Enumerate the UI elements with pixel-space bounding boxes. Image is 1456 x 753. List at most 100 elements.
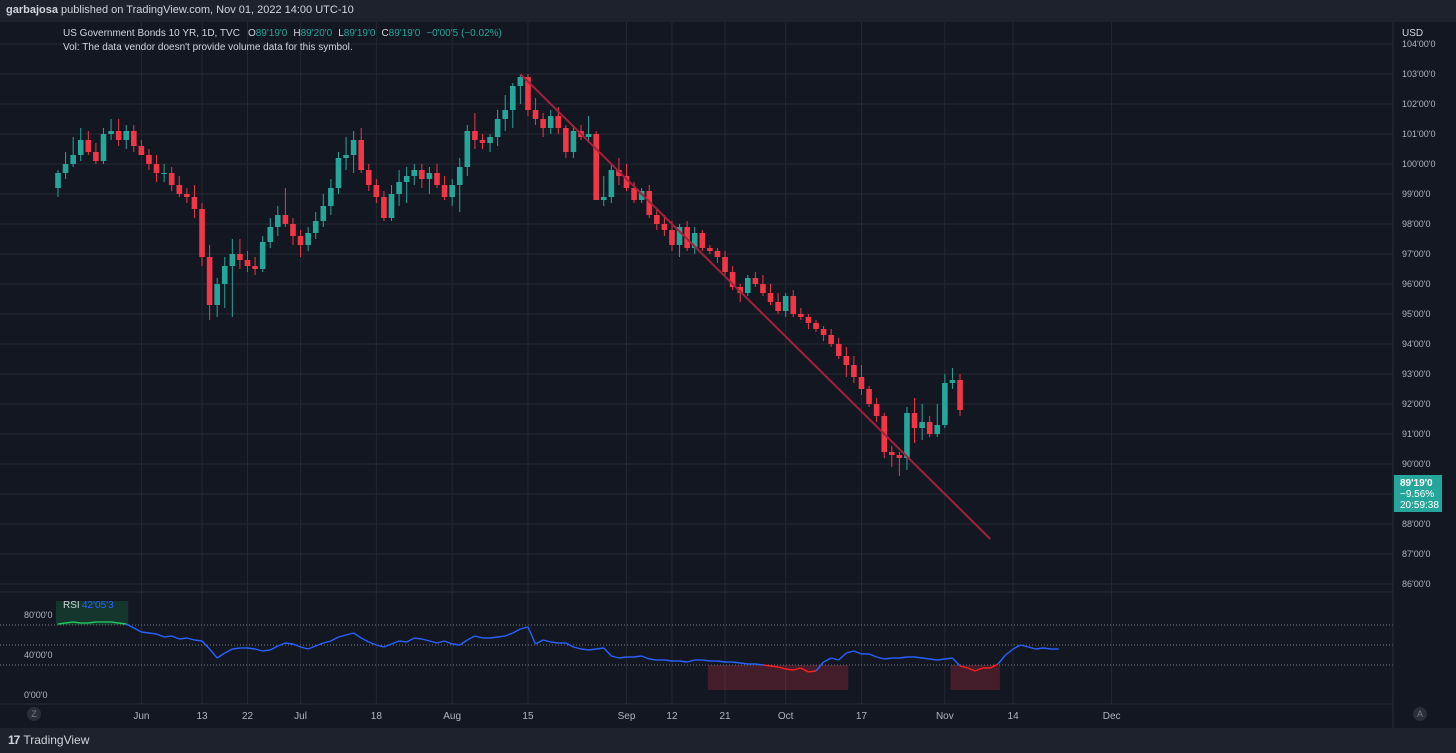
rsi-line-segment [171, 635, 180, 640]
candle-body [312, 221, 319, 233]
candle [479, 134, 486, 149]
rsi-line-segment [633, 655, 642, 658]
candle-body [699, 233, 706, 248]
candle-body [722, 257, 728, 272]
tradingview-mark-icon: 17 [8, 733, 20, 747]
last-price-badge: 89'19'0 −9.56% 20:59:38 [1394, 475, 1442, 512]
candle [282, 188, 289, 227]
candle [904, 407, 910, 470]
rsi-line-segment [330, 636, 339, 642]
candle-body [168, 173, 175, 185]
candle [335, 152, 342, 194]
candle-body [737, 287, 743, 293]
candle [585, 116, 592, 143]
chart-frame: 86'00'087'00'088'00'089'00'090'00'091'00… [0, 22, 1456, 728]
tradingview-logo[interactable]: 17 TradingView [8, 733, 89, 747]
candle [873, 398, 880, 422]
rsi-line-segment [436, 640, 445, 644]
candle [252, 257, 258, 275]
candle-body [464, 131, 471, 167]
candle [312, 212, 319, 239]
time-tick-label: Nov [936, 711, 954, 722]
price-tick-label: 101'00'0 [1402, 129, 1435, 139]
candle [290, 218, 296, 245]
rsi-line-segment [641, 655, 650, 660]
high-value: 89'20'0 [301, 28, 333, 39]
candle [813, 320, 819, 332]
candle [221, 257, 228, 308]
candle [699, 230, 706, 251]
scale-button-a[interactable]: A [1413, 707, 1427, 721]
rsi-line-segment [740, 662, 748, 665]
candle-body [244, 260, 251, 266]
candle-body [820, 329, 827, 335]
candle [70, 137, 76, 167]
rsi-line-segment [853, 650, 862, 655]
candle-body [911, 413, 918, 428]
candle [752, 272, 759, 287]
volume-note: Vol: The data vendor doesn't provide vol… [63, 42, 353, 53]
candle-body [608, 170, 615, 197]
author-name[interactable]: garbajosa [6, 4, 58, 16]
candle [775, 293, 781, 314]
rsi-line-segment [1020, 644, 1029, 648]
candle [191, 185, 198, 218]
rsi-tick-label: 40'00'0 [24, 650, 52, 660]
candle [934, 404, 941, 437]
rsi-line-segment [345, 632, 354, 636]
candle [798, 308, 804, 320]
candle [502, 95, 509, 131]
candle-body [494, 119, 501, 137]
candle-body [282, 215, 289, 224]
candle-body [616, 170, 622, 176]
candle-body [441, 185, 448, 197]
symbol-title[interactable]: US Government Bonds 10 YR, 1D, TVC [63, 28, 240, 39]
price-tick-label: 88'00'0 [1402, 519, 1430, 529]
scale-button-z[interactable]: Z [27, 707, 41, 721]
rsi-title[interactable]: RSI [63, 600, 80, 611]
candle-body [221, 266, 228, 284]
chart-canvas[interactable]: 86'00'087'00'088'00'089'00'090'00'091'00… [0, 22, 1456, 728]
candle [244, 251, 251, 272]
bar-countdown: 20:59:38 [1400, 500, 1439, 511]
rsi-axis[interactable]: 0'00'0 40'00'0 80'00'0 [24, 610, 52, 700]
rsi-line-segment [179, 637, 187, 640]
rsi-line-segment [444, 640, 453, 645]
rsi-line-segment [391, 640, 400, 645]
candle-body [729, 272, 736, 287]
candle-body [646, 191, 653, 215]
rsi-line-segment [838, 652, 847, 661]
rsi-line-segment [254, 648, 263, 652]
candle-body [434, 173, 440, 185]
candle-body [805, 317, 812, 323]
rsi-line-segment [702, 659, 710, 662]
time-tick-label: Sep [618, 711, 636, 722]
time-axis[interactable]: Jun 13 22 Jul 18 Aug 15 Sep 12 21 Oct 17 Nov 14 Dec [133, 711, 1120, 722]
rsi-line-segment [565, 642, 574, 648]
price-axis[interactable]: 86'00'087'00'088'00'089'00'090'00'091'00… [1402, 39, 1435, 589]
candle-body [305, 233, 311, 245]
candle-body [669, 230, 675, 245]
candle-body [919, 422, 925, 428]
rsi-line-segment [118, 622, 127, 625]
candle-body [676, 227, 683, 245]
rsi-value: 42'05'3 [82, 600, 114, 611]
rsi-line-segment [466, 635, 476, 641]
candle [547, 110, 554, 134]
candle-body [184, 194, 190, 197]
rsi-line-segment [504, 632, 514, 637]
rsi-line-segment [315, 642, 324, 647]
rsi-line-segment [368, 641, 377, 646]
rsi-line-segment [990, 663, 999, 669]
last-price-badge-bg [1394, 475, 1442, 512]
candle [199, 203, 205, 266]
candle [744, 275, 751, 296]
candle-body [419, 170, 425, 179]
candle [343, 137, 349, 170]
candle-body [123, 131, 130, 140]
time-tick-label: Oct [778, 711, 794, 722]
candle [206, 245, 213, 320]
rsi-line-segment [399, 640, 407, 643]
rsi-line-segment [1028, 646, 1036, 650]
trendline-layer[interactable] [519, 73, 992, 540]
